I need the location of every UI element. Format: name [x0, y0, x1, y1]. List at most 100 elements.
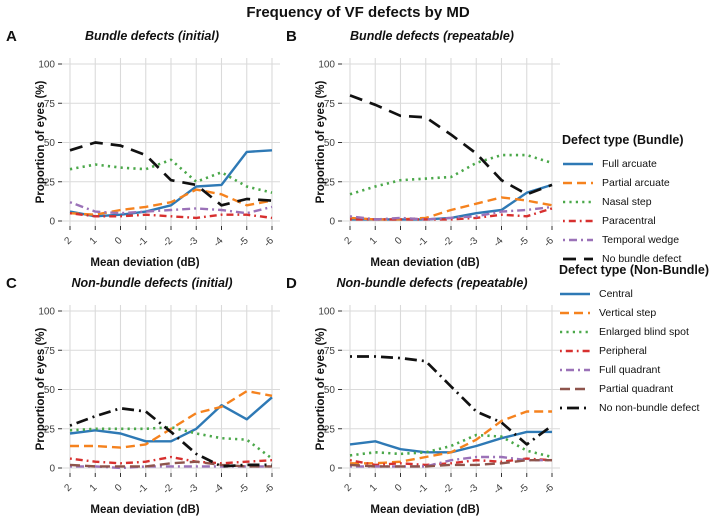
series-line-enlarged_blind_spot: [349, 433, 553, 459]
panel-a-x-axis-label: Mean deviation (dB): [90, 257, 200, 269]
partial_arcuate-line-sample-icon: [563, 181, 593, 184]
y-tick-label: 50: [324, 385, 336, 396]
y-tick-label: 25: [44, 424, 56, 435]
legend-item-label: Peripheral: [599, 344, 647, 357]
panel-b: B Bundle defects (repeatable) Proportion…: [282, 26, 582, 276]
series-line-peripheral: [69, 455, 273, 465]
legend-item-vertical_step: Vertical step: [559, 303, 713, 322]
x-tick-label: -6: [542, 482, 556, 496]
series-line-no_nonbundle_defect: [350, 355, 553, 446]
series-line-temporal_wedge: [69, 201, 273, 215]
y-tick-label: 75: [44, 99, 56, 110]
x-tick-label: -3: [466, 482, 480, 496]
panel-c-x-axis-label: Mean deviation (dB): [90, 504, 200, 516]
y-tick-label: 0: [329, 217, 335, 228]
legend-item-label: Full quadrant: [599, 363, 661, 376]
y-tick-label: 75: [44, 346, 56, 357]
enlarged_blind_spot-line-sample-icon: [560, 330, 590, 333]
series-line-partial_quadrant: [69, 460, 272, 468]
panel-b-x-axis-label: Mean deviation (dB): [370, 257, 480, 269]
x-tick-label: -1: [136, 235, 150, 249]
panel-a-letter: A: [6, 28, 17, 45]
x-tick-label: -1: [136, 482, 150, 496]
x-tick-label: 2: [342, 482, 354, 494]
legend-item-paracentral: Paracentral: [562, 211, 716, 230]
y-tick-label: 100: [38, 60, 55, 71]
y-tick-label: 100: [318, 60, 335, 71]
series-line-nasal_step: [349, 153, 553, 196]
y-tick-label: 0: [329, 464, 335, 475]
legend-item-no_nonbundle_defect: No non-bundle defect: [559, 398, 713, 417]
legend-item-peripheral: Peripheral: [559, 341, 713, 360]
series-line-paracentral: [350, 207, 553, 221]
series-line-paracentral: [69, 212, 273, 220]
panel-c-title: Non-bundle defects (initial): [71, 276, 233, 290]
legend-item-label: Enlarged blind spot: [599, 325, 689, 338]
legend-item-enlarged_blind_spot: Enlarged blind spot: [559, 322, 713, 341]
y-tick-label: 0: [49, 464, 55, 475]
y-tick-label: 50: [44, 385, 56, 396]
legend-non-bundle-items: Central Vertical step Enlarged blind spot P…: [559, 284, 713, 417]
y-tick-label: 25: [324, 177, 336, 188]
x-tick-label: 0: [393, 482, 405, 494]
x-tick-label: -2: [441, 235, 455, 249]
legend-item-label: Partial arcuate: [602, 176, 670, 189]
partial_quadrant-line-sample-icon: [560, 387, 590, 390]
panel-a: A Bundle defects (initial) Proportion of…: [2, 26, 302, 276]
legend-bundle-items: Full arcuate Partial arcuate Nasal step Par…: [562, 154, 716, 268]
legend-item-label: Central: [599, 287, 633, 300]
legend-item-label: Partial quadrant: [599, 382, 674, 395]
panel-c: C Non-bundle defects (initial) Proportio…: [2, 273, 302, 516]
legend-item-temporal_wedge: Temporal wedge: [562, 230, 716, 249]
panel-d-x-axis-label: Mean deviation (dB): [370, 504, 480, 516]
panel-a-title: Bundle defects (initial): [84, 29, 220, 43]
panel-d-letter: D: [286, 275, 297, 292]
x-tick-label: 0: [113, 482, 125, 494]
series-line-vertical_step: [70, 389, 273, 449]
x-tick-label: -4: [212, 482, 226, 496]
legend-bundle: Defect type (Bundle) Full arcuate Partial…: [562, 133, 716, 268]
x-tick-label: 1: [88, 482, 100, 494]
series-line-nasal_step: [69, 158, 273, 194]
legend-item-label: No bundle defect: [602, 252, 682, 265]
legend-item-label: Paracentral: [602, 214, 656, 227]
x-tick-label: -6: [542, 235, 556, 249]
x-tick-label: -6: [262, 235, 276, 249]
y-tick-label: 100: [38, 307, 55, 318]
x-tick-label: 1: [368, 235, 380, 247]
panel-d: D Non-bundle defects (repeatable) Propor…: [282, 273, 582, 516]
full_arcuate-line-sample-icon: [563, 162, 593, 165]
central-line-sample-icon: [560, 292, 590, 295]
panel-b-chart: 2 1 0 -1 -2 -3 -4 -5 -6 0 25 50 75 100: [318, 58, 560, 249]
x-tick-label: -3: [186, 482, 200, 496]
legend-item-no_bundle_defect: No bundle defect: [562, 249, 716, 268]
legend-item-full_quadrant: Full quadrant: [559, 360, 713, 379]
series-line-vertical_step: [350, 410, 552, 465]
legend-item-label: Vertical step: [599, 306, 657, 319]
x-tick-label: -5: [517, 235, 531, 249]
legend-item-nasal_step: Nasal step: [562, 192, 716, 211]
legend-non-bundle-title: Defect type (Non-Bundle): [559, 263, 709, 277]
legend-item-partial_quadrant: Partial quadrant: [559, 379, 713, 398]
panel-a-chart: 2 1 0 -1 -2 -3 -4 -5 -6 0 25 50 75 100: [38, 58, 280, 249]
temporal_wedge-line-sample-icon: [563, 238, 593, 241]
x-tick-label: -2: [161, 235, 175, 249]
legend-item-label: No non-bundle defect: [599, 401, 700, 414]
no_nonbundle_defect-line-sample-icon: [560, 406, 590, 409]
legend-non-bundle: Defect type (Non-Bundle) Central Vertical…: [559, 263, 713, 417]
paracentral-line-sample-icon: [563, 219, 593, 222]
legend-item-partial_arcuate: Partial arcuate: [562, 173, 716, 192]
series-line-central: [69, 396, 273, 443]
panel-d-chart: 2 1 0 -1 -2 -3 -4 -5 -6 0 25 50 75 100: [318, 305, 560, 496]
vertical_step-line-sample-icon: [560, 311, 590, 314]
x-tick-label: -5: [237, 235, 251, 249]
series-line-partial_quadrant: [349, 458, 552, 468]
nasal_step-line-sample-icon: [563, 200, 593, 203]
x-tick-label: 1: [88, 235, 100, 247]
series-line-no_nonbundle_defect: [69, 406, 272, 468]
x-tick-label: -4: [492, 482, 506, 496]
y-tick-label: 50: [44, 138, 56, 149]
x-tick-label: 2: [62, 482, 74, 494]
y-tick-label: 100: [318, 307, 335, 318]
x-tick-label: 2: [342, 235, 354, 247]
